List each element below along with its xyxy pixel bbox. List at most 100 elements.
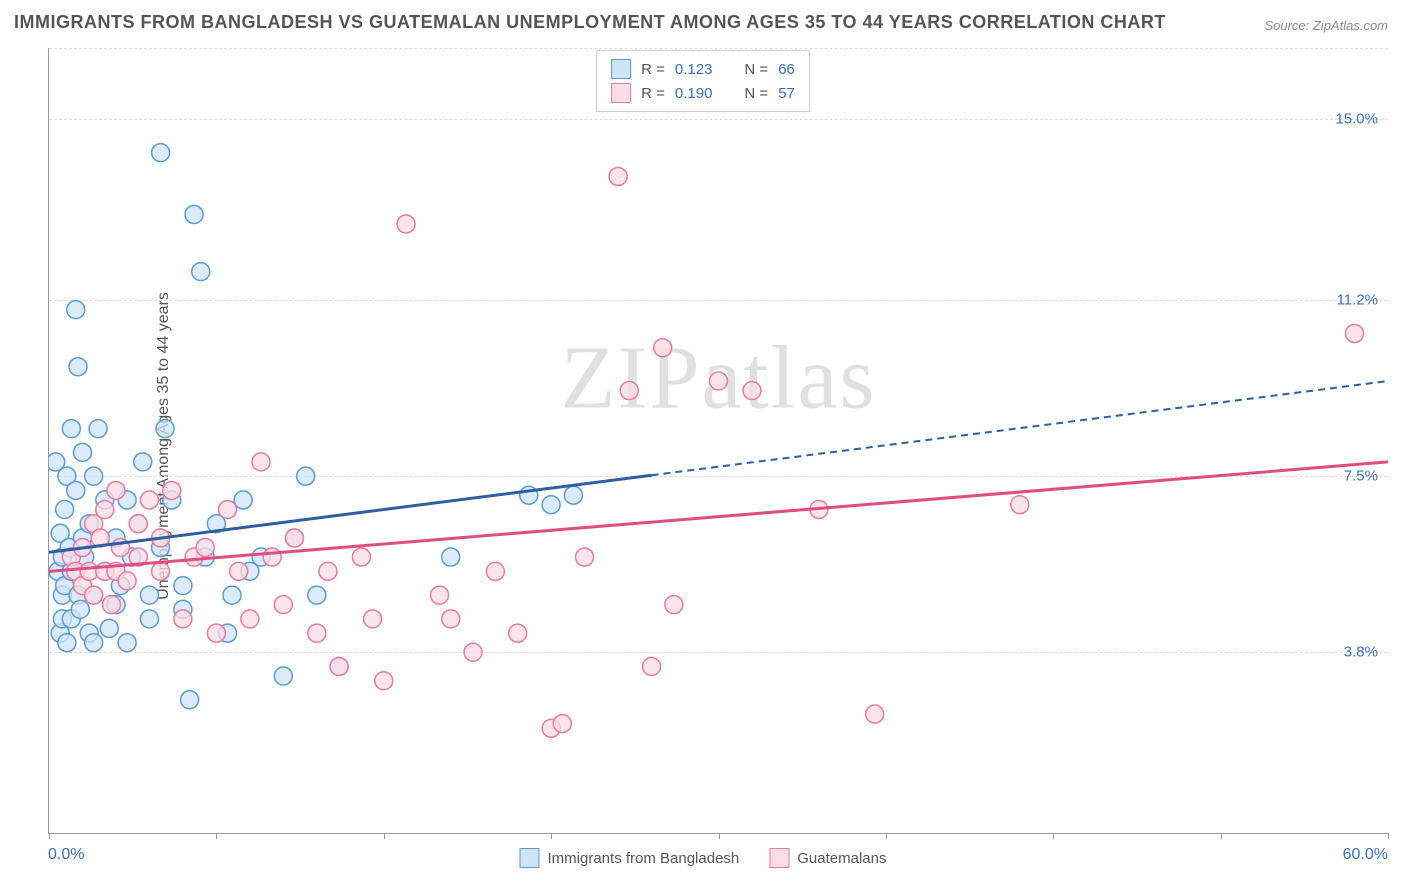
legend-n-value: 57 (778, 85, 795, 102)
scatter-point (96, 500, 114, 518)
scatter-point (85, 634, 103, 652)
scatter-point (85, 467, 103, 485)
scatter-point (234, 491, 252, 509)
scatter-point (89, 420, 107, 438)
legend-swatch (769, 848, 789, 868)
xtick (216, 833, 217, 839)
scatter-point (442, 610, 460, 628)
scatter-point (375, 672, 393, 690)
scatter-point (152, 144, 170, 162)
xtick (384, 833, 385, 839)
scatter-point (252, 453, 270, 471)
scatter-point (100, 619, 118, 637)
scatter-point (71, 600, 89, 618)
xtick (1221, 833, 1222, 839)
scatter-point (308, 586, 326, 604)
chart-container: IMMIGRANTS FROM BANGLADESH VS GUATEMALAN… (0, 0, 1406, 892)
scatter-point (67, 301, 85, 319)
scatter-point (107, 481, 125, 499)
scatter-point (297, 467, 315, 485)
scatter-point (67, 481, 85, 499)
scatter-point (223, 586, 241, 604)
legend-bottom-item: Immigrants from Bangladesh (520, 848, 740, 868)
scatter-point (542, 496, 560, 514)
chart-title: IMMIGRANTS FROM BANGLADESH VS GUATEMALAN… (14, 12, 1166, 33)
scatter-point (665, 596, 683, 614)
scatter-point (85, 586, 103, 604)
scatter-point (174, 577, 192, 595)
legend-r-label: R = (641, 85, 665, 102)
legend-label: Immigrants from Bangladesh (548, 850, 740, 867)
scatter-point (62, 420, 80, 438)
scatter-point (285, 529, 303, 547)
scatter-point (442, 548, 460, 566)
scatter-point (118, 572, 136, 590)
scatter-point (129, 515, 147, 533)
xtick (551, 833, 552, 839)
legend-bottom-item: Guatemalans (769, 848, 886, 868)
scatter-point (866, 705, 884, 723)
scatter-point (308, 624, 326, 642)
scatter-point (352, 548, 370, 566)
scatter-point (230, 562, 248, 580)
xtick (886, 833, 887, 839)
scatter-point (319, 562, 337, 580)
legend-label: Guatemalans (797, 850, 886, 867)
scatter-point (118, 634, 136, 652)
legend-r-value: 0.123 (675, 61, 713, 78)
scatter-point (1346, 324, 1364, 342)
scatter-point (553, 715, 571, 733)
legend-swatch (611, 59, 631, 79)
xaxis-max-label: 60.0% (1343, 846, 1388, 864)
xtick (1053, 833, 1054, 839)
scatter-point (1011, 496, 1029, 514)
scatter-point (140, 491, 158, 509)
scatter-point (509, 624, 527, 642)
scatter-point (274, 596, 292, 614)
legend-row: R = 0.123 N = 66 (611, 57, 795, 81)
scatter-point (196, 539, 214, 557)
chart-svg (49, 48, 1388, 833)
legend-top: R = 0.123 N = 66 R = 0.190 N = 57 (596, 50, 810, 112)
scatter-point (431, 586, 449, 604)
scatter-point (576, 548, 594, 566)
scatter-point (56, 500, 74, 518)
scatter-point (609, 167, 627, 185)
scatter-point (274, 667, 292, 685)
scatter-point (710, 372, 728, 390)
regression-line (49, 475, 652, 552)
plot-area: ZIPatlas 15.0%11.2%7.5%3.8% (48, 48, 1388, 834)
legend-row: R = 0.190 N = 57 (611, 81, 795, 105)
scatter-point (743, 382, 761, 400)
source-label: Source: ZipAtlas.com (1264, 18, 1388, 33)
scatter-point (102, 596, 120, 614)
scatter-point (134, 453, 152, 471)
scatter-point (140, 610, 158, 628)
legend-swatch (611, 83, 631, 103)
scatter-point (643, 657, 661, 675)
xtick (1388, 833, 1389, 839)
scatter-point (364, 610, 382, 628)
legend-bottom: Immigrants from Bangladesh Guatemalans (520, 848, 887, 868)
scatter-point (181, 691, 199, 709)
scatter-point (241, 610, 259, 628)
scatter-point (69, 358, 87, 376)
scatter-point (654, 339, 672, 357)
scatter-point (330, 657, 348, 675)
scatter-point (263, 548, 281, 566)
regression-line (49, 462, 1388, 571)
legend-n-label: N = (744, 61, 768, 78)
scatter-point (152, 562, 170, 580)
legend-r-label: R = (641, 61, 665, 78)
scatter-point (620, 382, 638, 400)
scatter-point (464, 643, 482, 661)
xaxis-min-label: 0.0% (48, 846, 84, 864)
scatter-point (486, 562, 504, 580)
scatter-point (207, 624, 225, 642)
scatter-point (185, 206, 203, 224)
scatter-point (156, 420, 174, 438)
legend-swatch (520, 848, 540, 868)
xtick (719, 833, 720, 839)
scatter-point (73, 443, 91, 461)
scatter-point (219, 500, 237, 518)
